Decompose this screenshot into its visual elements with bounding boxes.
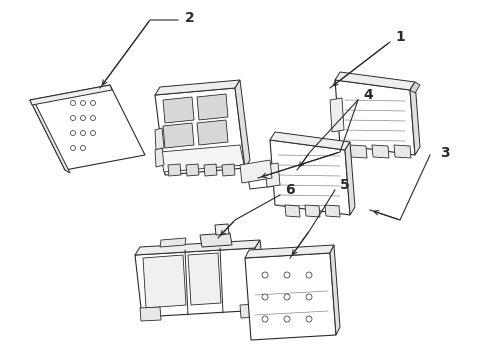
- Polygon shape: [155, 80, 240, 95]
- Circle shape: [262, 316, 268, 322]
- Circle shape: [80, 116, 85, 121]
- Polygon shape: [155, 148, 164, 167]
- Circle shape: [91, 100, 96, 105]
- Polygon shape: [325, 205, 340, 217]
- Polygon shape: [143, 255, 186, 308]
- Polygon shape: [135, 240, 260, 255]
- Polygon shape: [197, 94, 228, 120]
- Polygon shape: [270, 132, 350, 150]
- Polygon shape: [245, 253, 336, 340]
- Polygon shape: [410, 82, 420, 155]
- Polygon shape: [135, 248, 262, 317]
- Polygon shape: [30, 85, 112, 105]
- Polygon shape: [155, 128, 164, 150]
- Circle shape: [80, 131, 85, 135]
- Polygon shape: [240, 160, 272, 183]
- Text: 2: 2: [185, 11, 195, 25]
- Text: 4: 4: [363, 88, 373, 102]
- Polygon shape: [140, 307, 161, 321]
- Polygon shape: [30, 100, 70, 173]
- Circle shape: [80, 100, 85, 105]
- Circle shape: [284, 272, 290, 278]
- Polygon shape: [235, 80, 250, 168]
- Text: 1: 1: [395, 30, 405, 44]
- Polygon shape: [160, 145, 244, 172]
- Circle shape: [284, 316, 290, 322]
- Polygon shape: [186, 164, 199, 176]
- Circle shape: [262, 272, 268, 278]
- Polygon shape: [372, 145, 389, 158]
- Circle shape: [306, 272, 312, 278]
- Polygon shape: [270, 140, 350, 215]
- Text: 5: 5: [340, 178, 350, 192]
- Polygon shape: [255, 240, 267, 310]
- Polygon shape: [200, 233, 232, 247]
- Polygon shape: [245, 245, 334, 258]
- Circle shape: [71, 116, 75, 121]
- Circle shape: [80, 145, 85, 150]
- Polygon shape: [204, 164, 217, 176]
- Polygon shape: [197, 120, 228, 145]
- Polygon shape: [160, 238, 186, 247]
- Circle shape: [306, 294, 312, 300]
- Polygon shape: [222, 164, 235, 176]
- Polygon shape: [295, 165, 322, 179]
- Polygon shape: [188, 253, 221, 305]
- Polygon shape: [168, 164, 181, 176]
- Polygon shape: [163, 97, 194, 123]
- Polygon shape: [240, 304, 259, 318]
- Circle shape: [71, 145, 75, 150]
- Polygon shape: [30, 85, 145, 170]
- Circle shape: [71, 131, 75, 135]
- Polygon shape: [295, 161, 325, 168]
- Polygon shape: [350, 145, 367, 158]
- Polygon shape: [155, 88, 245, 175]
- Polygon shape: [305, 205, 320, 217]
- Polygon shape: [215, 224, 229, 235]
- Polygon shape: [345, 142, 355, 215]
- Polygon shape: [335, 80, 415, 155]
- Polygon shape: [248, 171, 278, 178]
- Polygon shape: [410, 82, 420, 93]
- Text: 6: 6: [285, 183, 295, 197]
- Polygon shape: [335, 72, 415, 90]
- Circle shape: [71, 100, 75, 105]
- Circle shape: [306, 316, 312, 322]
- Polygon shape: [285, 205, 300, 217]
- Polygon shape: [330, 245, 340, 335]
- Circle shape: [284, 294, 290, 300]
- Polygon shape: [265, 163, 280, 187]
- Circle shape: [262, 294, 268, 300]
- Polygon shape: [330, 98, 344, 132]
- Circle shape: [91, 116, 96, 121]
- Circle shape: [91, 131, 96, 135]
- Polygon shape: [394, 145, 411, 158]
- Text: 3: 3: [440, 146, 450, 160]
- Polygon shape: [248, 175, 275, 189]
- Polygon shape: [163, 123, 194, 148]
